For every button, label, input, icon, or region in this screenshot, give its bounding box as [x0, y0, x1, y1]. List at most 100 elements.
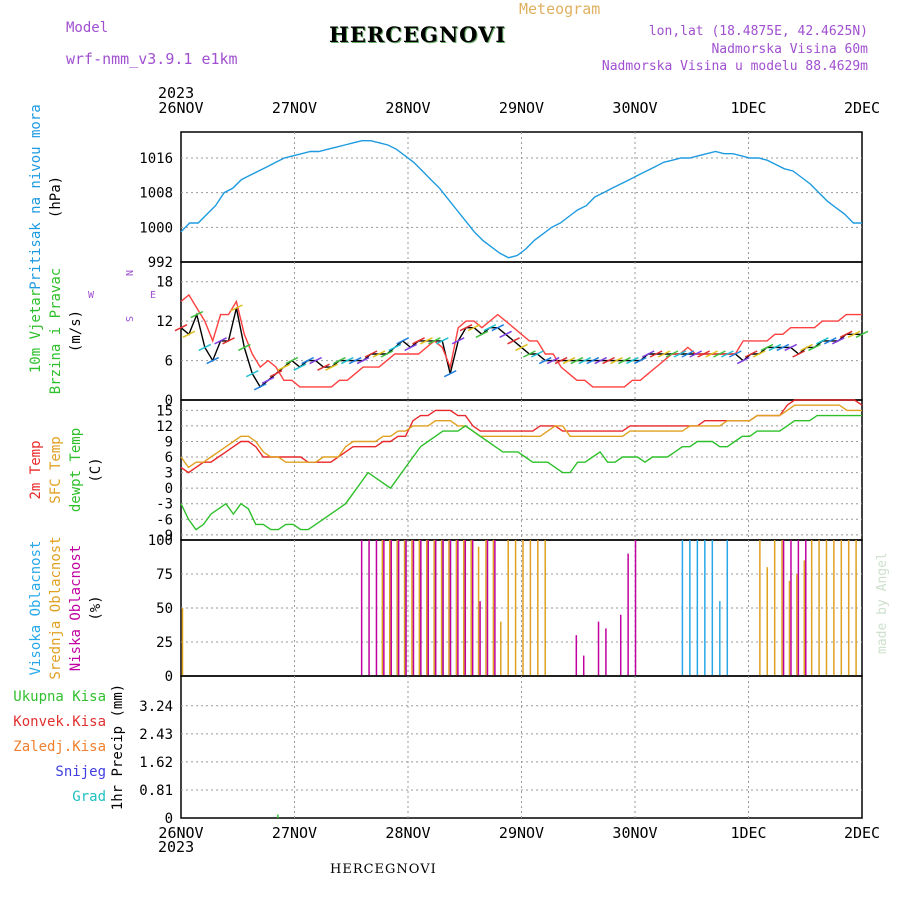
wind-arrow — [222, 337, 235, 345]
wind-arrow — [451, 337, 465, 345]
y-tick-label: 18 — [156, 275, 173, 291]
panel-y-label: Niska Oblacnost — [68, 545, 84, 671]
wind-arrow — [515, 343, 528, 352]
wind-arrow — [831, 337, 845, 345]
wind-arrow — [190, 310, 204, 319]
y-tick-label: 1008 — [139, 186, 173, 202]
y-tick-label: 6 — [165, 354, 173, 370]
station-title: HERCEGNOVI — [329, 22, 507, 47]
wind-arrow — [301, 356, 315, 365]
wind-arrow — [855, 330, 869, 338]
wind-arrow — [618, 356, 631, 365]
wind-arrow — [531, 350, 544, 358]
wind-arrow — [776, 343, 790, 352]
wind-arrow — [459, 324, 473, 332]
panel-y-label: Brzina i Pravac — [48, 268, 64, 394]
series-line — [180, 414, 862, 531]
wind-arrow — [538, 356, 552, 365]
wind-arrow — [206, 356, 220, 365]
wind-arrow — [610, 356, 623, 365]
y-tick-label: 75 — [156, 567, 173, 583]
wind-arrow — [364, 350, 378, 358]
wind-arrow — [808, 343, 821, 352]
y-tick-label: 0 — [165, 393, 173, 409]
wind-arrow — [626, 356, 639, 365]
wind-arrow — [325, 363, 338, 371]
y-tick-label: 3 — [165, 466, 173, 482]
wind-arrow — [285, 356, 299, 365]
wind-arrow — [340, 356, 354, 365]
legend-entry: Snijeg — [55, 764, 106, 780]
wind-arrow — [697, 350, 710, 358]
header: Model wrf-nmm_v3.9.1 e1km HERCEGNOVI Met… — [0, 0, 900, 102]
wind-arrow — [641, 350, 655, 358]
wind-arrow — [435, 337, 449, 345]
model-label: Model — [66, 20, 109, 36]
wind-arrow — [277, 363, 291, 371]
panel-y-label: 1hr Precip (mm) — [110, 684, 126, 810]
x-tick-label-bottom: 29NOV — [499, 824, 544, 842]
panel-y-label: (m/s) — [68, 310, 84, 352]
wind-arrow — [261, 376, 275, 384]
compass-n: N — [123, 270, 134, 276]
panel-y-label: Pritisak na nivou mora — [28, 104, 44, 289]
wind-arrow — [396, 337, 410, 345]
lonlat-label: lon,lat (18.4875E, 42.4625N) — [648, 24, 868, 39]
panel-y-label: (C) — [88, 457, 104, 482]
wind-arrow — [744, 350, 758, 358]
wind-arrow — [816, 337, 829, 345]
wind-arrow — [317, 363, 330, 371]
wind-arrow — [499, 330, 512, 338]
wind-arrow — [428, 337, 441, 345]
wind-arrow — [491, 324, 505, 332]
x-tick-label-bottom: 30NOV — [612, 824, 657, 842]
x-tick-label-top: 28NOV — [385, 99, 430, 117]
altitude-label: Nadmorska Visina 60m — [711, 42, 868, 57]
y-tick-label: 50 — [156, 601, 173, 617]
x-tick-label-bottom: 28NOV — [385, 824, 430, 842]
wind-arrow — [507, 337, 520, 345]
wind-arrow — [238, 343, 251, 352]
compass-e: E — [150, 290, 156, 301]
wind-arrow — [768, 343, 782, 352]
panels: 26NOV 26NOV 27NOV 27NOV 28NOV 28NOV 29NOV 29NOV… — [13, 99, 880, 842]
wind-arrow — [245, 370, 259, 378]
wind-arrow — [673, 350, 687, 358]
wind-arrow — [578, 356, 592, 365]
wind-arrow — [847, 330, 861, 338]
wind-arrow — [380, 350, 394, 358]
wind-arrow — [760, 343, 774, 352]
footer-station: HERCEGNOVI — [330, 862, 437, 877]
x-tick-label-top: 26NOV — [158, 99, 203, 117]
y-tick-label: 12 — [156, 419, 173, 435]
panel-y-label: SFC Temp — [48, 436, 64, 503]
series-line — [180, 293, 862, 388]
y-tick-label: 992 — [148, 255, 173, 271]
wind-arrow — [823, 337, 837, 345]
y-tick-label: -3 — [156, 497, 173, 513]
wind-arrow — [443, 370, 457, 378]
wind-arrow — [594, 356, 608, 365]
panel-y-label: Srednja Oblacnost — [48, 536, 64, 679]
compass-w: W — [88, 290, 95, 301]
wind-arrow — [483, 324, 497, 332]
wind-arrow — [705, 350, 718, 358]
wind-arrow — [372, 350, 386, 358]
y-tick-label: 12 — [156, 314, 173, 330]
wind-arrow — [214, 337, 227, 345]
panel-y-label: 2m Temp — [28, 440, 44, 499]
wind-arrow — [174, 324, 188, 332]
wind-arrow — [475, 330, 489, 338]
y-tick-label: 15 — [156, 403, 173, 419]
wind-arrow — [602, 356, 615, 365]
wind-arrow — [752, 350, 766, 358]
wind-arrow — [633, 356, 647, 365]
legend-entry: Grad — [72, 789, 106, 805]
panel-y-label: Visoka Oblacnost — [28, 541, 44, 676]
panel-y-label: (hPa) — [48, 176, 64, 218]
wind-arrow — [689, 350, 703, 358]
year-top: 2023 — [158, 84, 195, 102]
wind-arrow — [586, 356, 600, 365]
x-tick-label-bottom: 26NOV — [158, 824, 203, 842]
